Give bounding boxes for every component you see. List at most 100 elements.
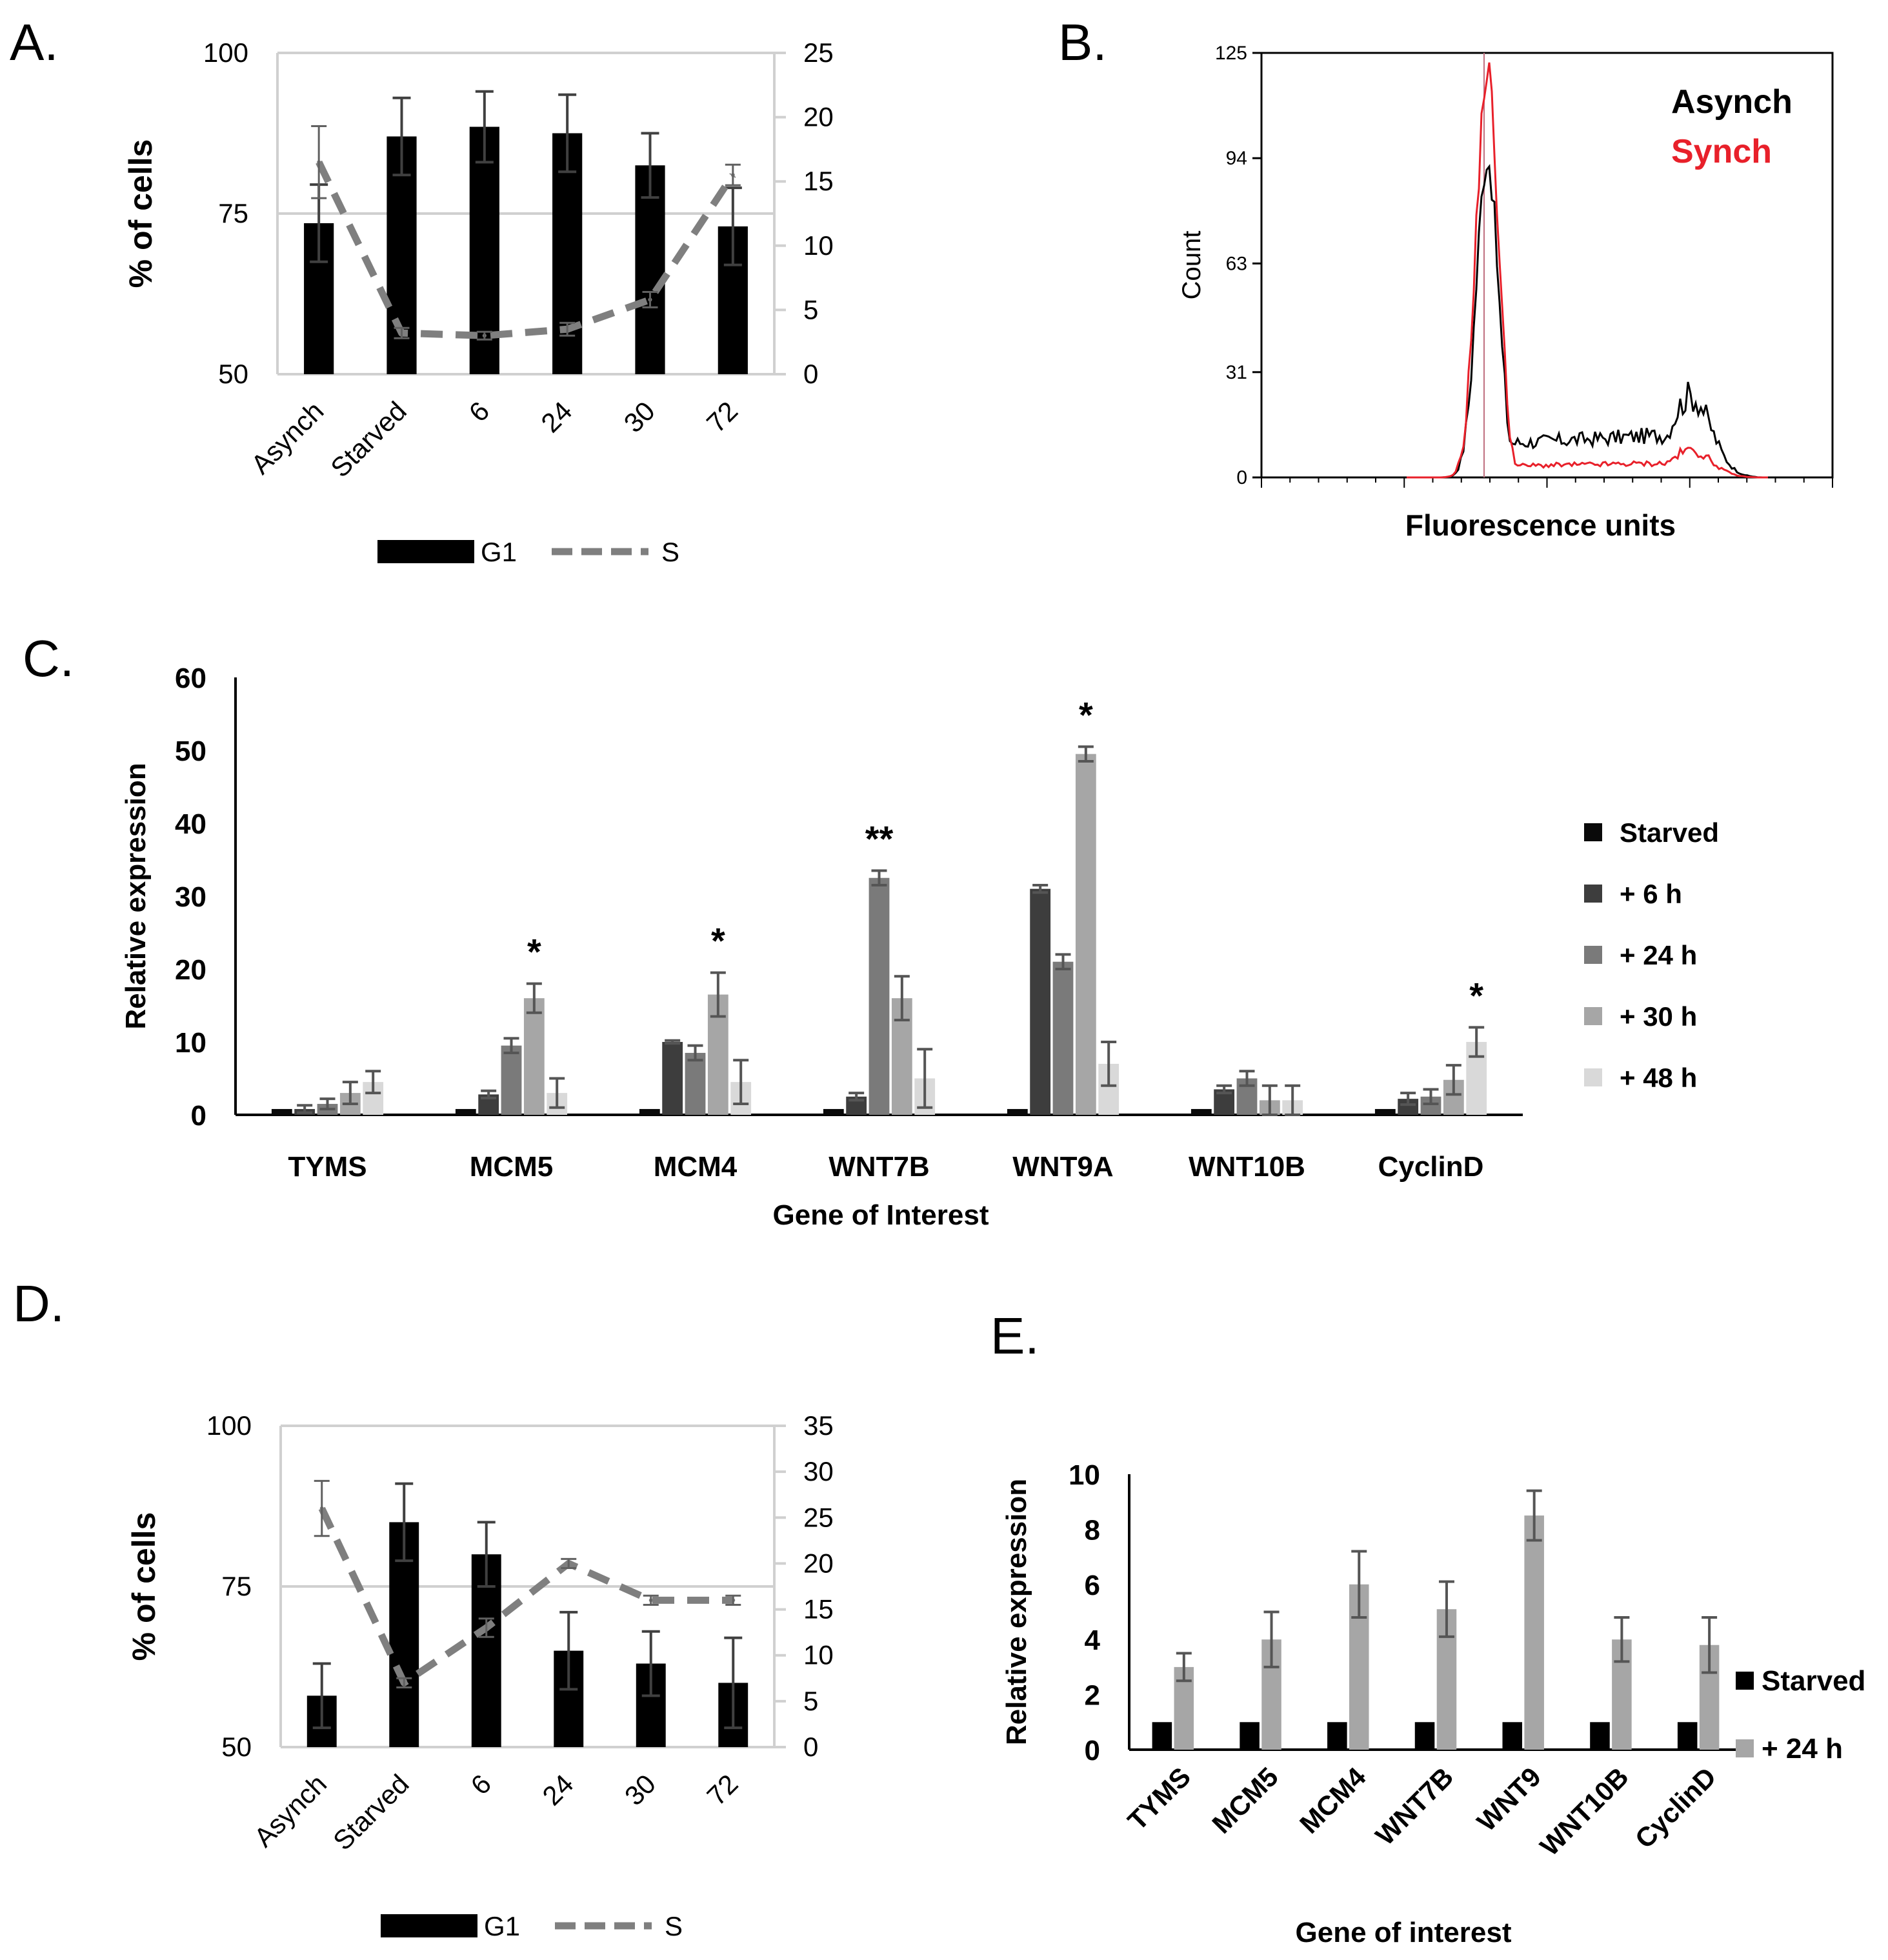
chart-c-xtick-label: TYMS (288, 1151, 367, 1183)
chart-d-y2tick-label: 5 (803, 1686, 818, 1716)
chart-a-xtick-label: 6 (463, 395, 495, 428)
chart-d-legend-g1-label: G1 (484, 1911, 520, 1941)
chart-e-xtick-label: CyclinD (1629, 1761, 1722, 1854)
chart-c-bar-2 (501, 1045, 522, 1115)
chart-d-xtick-label: 30 (619, 1768, 661, 1811)
chart-a-ytick-label: 75 (218, 198, 248, 228)
chart-c-ytick-label: 10 (175, 1027, 206, 1059)
chart-d-y2tick-label: 30 (803, 1456, 834, 1486)
chart-b-ytick-label: 0 (1236, 467, 1247, 488)
chart-c-xtick-label: CyclinD (1378, 1151, 1484, 1183)
chart-a-xtick-label: Starved (325, 395, 412, 483)
chart-e-legend-swatch-0 (1736, 1672, 1754, 1690)
chart-a-y2tick-label: 10 (803, 230, 834, 261)
chart-c-bar-0 (455, 1108, 476, 1115)
chart-e-bar-0 (1677, 1722, 1698, 1750)
chart-d-y2tick-label: 35 (803, 1410, 834, 1441)
chart-c-bar-2 (869, 877, 890, 1115)
chart-c-significance-mark: * (711, 921, 725, 961)
chart-e-xtick-label: WNT7B (1370, 1761, 1460, 1851)
chart-d-xtick-label: 24 (536, 1768, 579, 1811)
chart-c-bar-2 (685, 1052, 706, 1115)
chart-d-y2tick-label: 0 (803, 1732, 818, 1762)
chart-c-bar-0 (639, 1108, 660, 1115)
chart-b-ytick-label: 94 (1226, 148, 1247, 169)
chart-e-legend-swatch-1 (1736, 1739, 1754, 1757)
chart-d-legend-g1-swatch (381, 1914, 477, 1937)
chart-a-y2tick-label: 0 (803, 359, 818, 389)
chart-e-xtick-label: WNT9 (1471, 1761, 1547, 1837)
panel-letter-b: B. (1058, 14, 1107, 71)
chart-c-bar-3 (523, 998, 545, 1115)
chart-c-bar-0 (271, 1108, 292, 1115)
chart-d-ytick-label: 50 (221, 1732, 252, 1762)
chart-b-ytick-label: 63 (1226, 253, 1247, 274)
chart-b-xlabel: Fluorescence units (1405, 508, 1676, 542)
chart-e-ylabel: Relative expression (1001, 1479, 1032, 1745)
chart-c-ytick-label: 20 (175, 954, 206, 986)
chart-c-bar-3 (1075, 754, 1096, 1115)
chart-e-xlabel: Gene of interest (1296, 1917, 1512, 1948)
chart-c-ytick-label: 0 (191, 1100, 206, 1132)
chart-a-ytick-label: 50 (218, 359, 248, 389)
chart-a-ylabel: % of cells (123, 139, 159, 288)
chart-b-ytick-label: 125 (1215, 43, 1247, 64)
chart-a-y2tick-label: 20 (803, 102, 834, 132)
chart-c-bar-0 (1374, 1108, 1396, 1115)
chart-a-g1-bar (635, 165, 665, 374)
chart-e-xtick-label: MCM4 (1294, 1761, 1372, 1839)
panel-letter-c: C. (23, 630, 74, 687)
chart-e-bar-0 (1414, 1722, 1435, 1750)
chart-a-xtick-label: 24 (535, 395, 577, 438)
chart-e-ytick-label: 4 (1085, 1625, 1101, 1656)
chart-d-y2tick-label: 20 (803, 1548, 834, 1578)
chart-a-xtick-label: 30 (618, 395, 661, 438)
chart-c-xlabel: Gene of Interest (773, 1199, 989, 1231)
chart-e-xtick-label: WNT10B (1534, 1761, 1634, 1861)
chart-c-ytick-label: 40 (175, 808, 206, 840)
chart-c-significance-mark: * (527, 932, 541, 972)
chart-e-legend-label-0: Starved (1762, 1665, 1865, 1697)
chart-b-synch-trace (1407, 62, 1769, 479)
chart-c-legend-swatch-0 (1584, 823, 1602, 841)
chart-c-xtick-label: WNT7B (829, 1151, 929, 1183)
chart-c-legend-label-3: + 30 h (1620, 1001, 1697, 1032)
chart-c-xtick-label: MCM4 (654, 1151, 738, 1183)
chart-d-ylabel: % of cells (126, 1512, 162, 1661)
chart-c-significance-mark: * (1469, 975, 1483, 1015)
chart-e-ytick-label: 8 (1085, 1514, 1100, 1546)
panel-letter-d: D. (13, 1275, 65, 1332)
chart-c-legend-swatch-4 (1584, 1068, 1602, 1086)
chart-a-s-line (316, 160, 736, 339)
chart-e-bar-0 (1590, 1722, 1610, 1750)
chart-e-bar-0 (1327, 1722, 1347, 1750)
chart-e-bar-0 (1152, 1722, 1172, 1750)
chart-d-y2tick-label: 10 (803, 1640, 834, 1670)
chart-e-xtick-label: MCM5 (1206, 1761, 1284, 1839)
chart-c-significance-mark: * (1079, 694, 1093, 735)
chart-c-ytick-label: 60 (175, 663, 206, 694)
chart-b-ylabel: Count (1178, 231, 1206, 300)
chart-d-ytick-label: 100 (206, 1410, 252, 1441)
chart-e-bar-1 (1524, 1515, 1544, 1750)
chart-a-ytick-label: 100 (203, 37, 248, 68)
panel-letter-e: E. (990, 1307, 1039, 1365)
chart-b-legend-asynch: Asynch (1671, 83, 1793, 121)
chart-b-ytick-label: 31 (1226, 362, 1247, 383)
chart-c-xtick-label: WNT10B (1189, 1151, 1305, 1183)
chart-e-ytick-label: 2 (1085, 1680, 1100, 1712)
chart-e-ytick-label: 6 (1085, 1570, 1100, 1601)
chart-c-legend-label-0: Starved (1620, 817, 1719, 848)
chart-d-ytick-label: 75 (221, 1571, 252, 1601)
chart-c-legend-swatch-2 (1584, 946, 1602, 964)
chart-c-ytick-label: 30 (175, 881, 206, 913)
chart-c-bar-0 (1007, 1108, 1028, 1115)
chart-a-legend-g1-swatch (377, 540, 474, 563)
chart-a-xtick-label: Asynch (245, 395, 330, 480)
chart-b-asynch-trace (1407, 164, 1769, 479)
chart-e-xtick-label: TYMS (1121, 1761, 1196, 1836)
panel-letter-a: A. (10, 14, 59, 71)
chart-e-bar-0 (1240, 1722, 1260, 1750)
chart-a-y2tick-label: 25 (803, 37, 834, 68)
